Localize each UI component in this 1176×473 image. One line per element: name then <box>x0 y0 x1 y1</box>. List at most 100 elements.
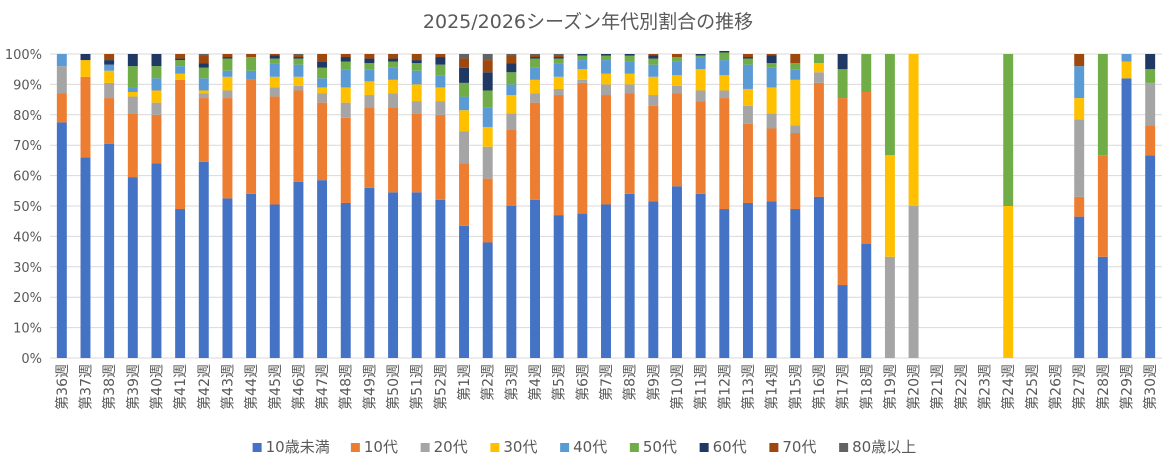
bar-segment <box>411 60 422 64</box>
bar-segment <box>577 82 588 214</box>
bar-segment <box>364 58 375 64</box>
bar-segment <box>719 60 730 76</box>
x-tick-label: 第16週 <box>811 364 828 410</box>
x-tick-label: 第19週 <box>882 364 899 410</box>
bar-segment <box>411 101 422 114</box>
bar-segment <box>364 187 375 358</box>
x-tick-label: 第51週 <box>409 364 426 410</box>
bar-segment <box>695 90 706 102</box>
bar-segment <box>648 201 659 358</box>
y-tick-label: 70% <box>13 139 42 154</box>
bar-segment <box>364 63 375 70</box>
bar-segment <box>175 79 186 210</box>
bar-segment <box>222 70 233 77</box>
bar-segment <box>364 81 375 96</box>
bar-segment <box>222 54 233 58</box>
legend-label: 70代 <box>782 438 816 456</box>
bar-segment <box>837 285 848 358</box>
bar-segment <box>269 58 280 64</box>
bar-segment <box>719 52 730 61</box>
bar-segment <box>790 125 801 134</box>
bar-segment <box>530 93 540 103</box>
bar-segment <box>246 54 257 58</box>
bar-segment <box>695 55 706 58</box>
bar-segment <box>790 54 801 64</box>
bar-segment <box>293 54 304 56</box>
bar-segment <box>861 54 872 92</box>
legend-item: 10歳未満 <box>252 438 330 456</box>
bar-segment <box>742 64 753 89</box>
bar-segment <box>601 84 611 96</box>
x-tick-label: 第1週 <box>456 364 473 401</box>
bar-segment <box>388 93 399 108</box>
bar-segment <box>624 61 635 74</box>
bar-segment <box>648 55 659 59</box>
bar-segment <box>151 163 162 358</box>
bar-segment <box>340 117 351 203</box>
bar-segment <box>198 78 209 91</box>
legend-label: 10歳未満 <box>266 438 330 456</box>
bar-segment <box>127 113 138 178</box>
x-tick-label: 第46週 <box>290 364 307 410</box>
bar-segment <box>672 57 682 62</box>
bar-segment <box>553 88 564 96</box>
bar-segment <box>742 202 753 358</box>
bar-segment <box>482 54 493 61</box>
bar-segment <box>553 215 564 358</box>
bar-segment <box>388 67 399 80</box>
x-tick-label: 第4週 <box>527 364 544 401</box>
bar-segment <box>790 79 801 126</box>
bar-segment <box>317 93 328 103</box>
legend-swatch <box>769 443 779 452</box>
bar-segment <box>388 61 399 68</box>
bar-segment <box>861 244 872 358</box>
bar-segment <box>1074 98 1085 120</box>
bar-segment <box>577 60 588 70</box>
legend-swatch <box>699 443 709 452</box>
x-tick-label: 第27週 <box>1071 364 1088 410</box>
x-tick-label: 第45週 <box>267 364 284 410</box>
bar-segment <box>790 69 801 80</box>
bar-segment <box>506 84 517 96</box>
bar-segment <box>1074 119 1085 197</box>
bar-segment <box>293 58 304 65</box>
bar-segment <box>506 54 517 56</box>
bar-segment <box>648 76 659 96</box>
bar-segment <box>459 163 470 226</box>
bar-segment <box>672 85 682 94</box>
bar-segment <box>648 64 659 77</box>
bar-segment <box>719 75 730 91</box>
bar-segment <box>340 57 351 62</box>
bar-segment <box>104 54 115 61</box>
bar-segment <box>127 92 138 97</box>
bar-segment <box>56 66 67 94</box>
bar-segment <box>198 90 209 94</box>
bar-segment <box>388 192 399 358</box>
y-tick-label: 10% <box>13 322 42 337</box>
bar-segment <box>222 98 233 199</box>
bar-segment <box>766 55 777 64</box>
bar-segment <box>482 107 493 127</box>
x-tick-label: 第17週 <box>835 364 852 410</box>
bar-segment <box>648 95 659 106</box>
legend-swatch <box>839 443 849 452</box>
bar-segment <box>1121 61 1132 79</box>
x-tick-label: 第37週 <box>77 364 94 410</box>
x-tick-label: 第30週 <box>1142 364 1159 410</box>
bar-segment <box>577 69 588 80</box>
bar-segment <box>340 69 351 88</box>
legend-swatch <box>629 443 639 452</box>
legend-swatch <box>420 443 430 452</box>
bar-segment <box>719 209 730 358</box>
bar-segment <box>151 90 162 103</box>
bar-segment <box>813 63 824 73</box>
bar-segment <box>388 58 399 62</box>
bar-segment <box>766 67 777 88</box>
x-tick-label: 第26週 <box>1048 364 1065 410</box>
bar-segment <box>1003 54 1014 206</box>
x-tick-label: 第28週 <box>1095 364 1112 410</box>
x-tick-label: 第20週 <box>906 364 923 410</box>
bar-segment <box>1074 216 1085 358</box>
bar-segment <box>435 54 446 58</box>
